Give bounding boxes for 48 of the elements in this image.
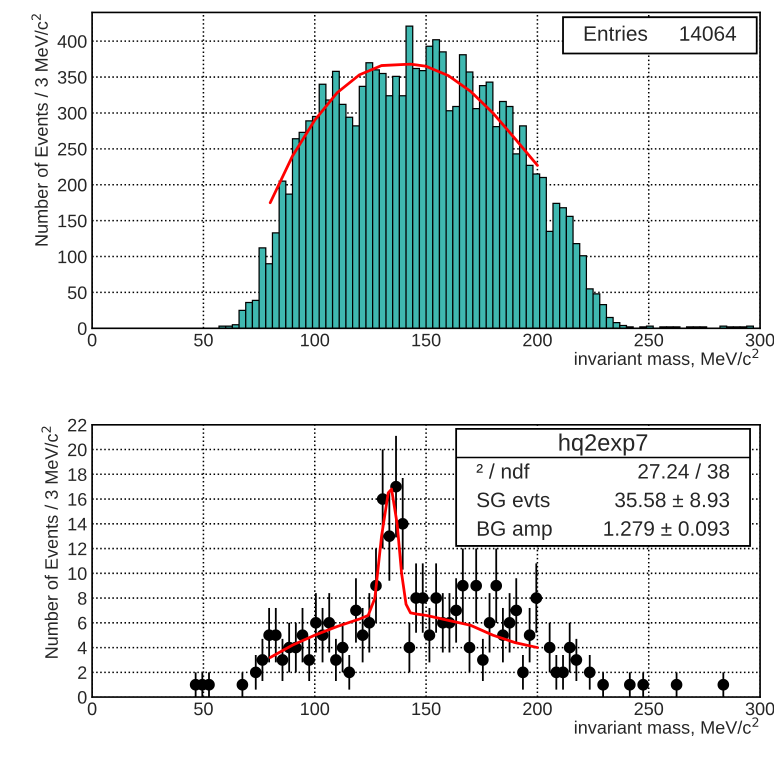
- y-tick-label: 8: [78, 592, 86, 605]
- annotation: 14064: [680, 26, 736, 41]
- y-tick-label: 50: [68, 286, 87, 300]
- y-tick-label: 0: [78, 691, 87, 704]
- x-tick-label: 150: [412, 702, 440, 716]
- x-tick-label: 50: [194, 702, 213, 716]
- y-tick-label: 16: [68, 492, 86, 506]
- y-axis-title: Number of Events / 3 MeV/c$^{2}$: [41, 426, 58, 658]
- x-tick-label: 100: [301, 702, 330, 716]
- annotation: SG evts: [477, 492, 550, 508]
- y-tick-label: 18: [68, 468, 86, 482]
- y-tick-label: 0: [78, 322, 87, 336]
- x-tick-label: 0: [88, 702, 96, 716]
- y-tick-label: 4: [78, 642, 87, 654]
- x-tick-label: 250: [634, 334, 664, 346]
- x-tick-label: 0: [88, 334, 96, 346]
- y-tick-label: 150: [58, 214, 87, 228]
- y-tick-label: 22: [68, 418, 86, 432]
- x-axis-title: invariant mass, MeV/c$^{2}$: [574, 717, 758, 736]
- y-tick-label: 12: [68, 542, 86, 556]
- y-tick-label: 14: [68, 518, 87, 530]
- annotation: 1.279 ± 0.093: [604, 521, 730, 536]
- y-tick-label: 2: [78, 666, 86, 679]
- y-axis-title: Number of Events / 3 MeV/c$^{2}$: [31, 14, 48, 246]
- y-tick-label: 350: [58, 70, 87, 84]
- annotation: 35.58 ± 8.93: [615, 492, 730, 508]
- x-tick-label: 100: [301, 334, 330, 346]
- x-tick-label: 250: [634, 702, 664, 716]
- y-tick-label: 250: [58, 142, 87, 156]
- x-axis-title: invariant mass, MeV/c$^{2}$: [574, 348, 758, 368]
- annotation: 27.24 / 38: [638, 463, 730, 479]
- x-tick-label: 200: [523, 334, 552, 346]
- x-tick-label: 300: [746, 702, 774, 716]
- y-tick-label: 100: [58, 250, 87, 264]
- annotation: Entries: [584, 26, 648, 41]
- x-tick-label: 300: [746, 334, 774, 346]
- y-tick-label: 300: [58, 106, 87, 120]
- y-tick-label: 400: [58, 35, 87, 48]
- y-tick-label: 20: [68, 443, 87, 456]
- x-tick-label: 150: [412, 334, 440, 346]
- y-tick-label: 200: [58, 178, 87, 192]
- annotation: ² / ndf: [476, 463, 530, 479]
- x-tick-label: 50: [194, 334, 213, 346]
- annotation: hq2exp7: [559, 434, 648, 456]
- annotation: BG amp: [478, 521, 552, 540]
- y-tick-label: 10: [68, 567, 87, 580]
- x-tick-label: 200: [523, 702, 552, 716]
- y-tick-label: 6: [78, 616, 86, 630]
